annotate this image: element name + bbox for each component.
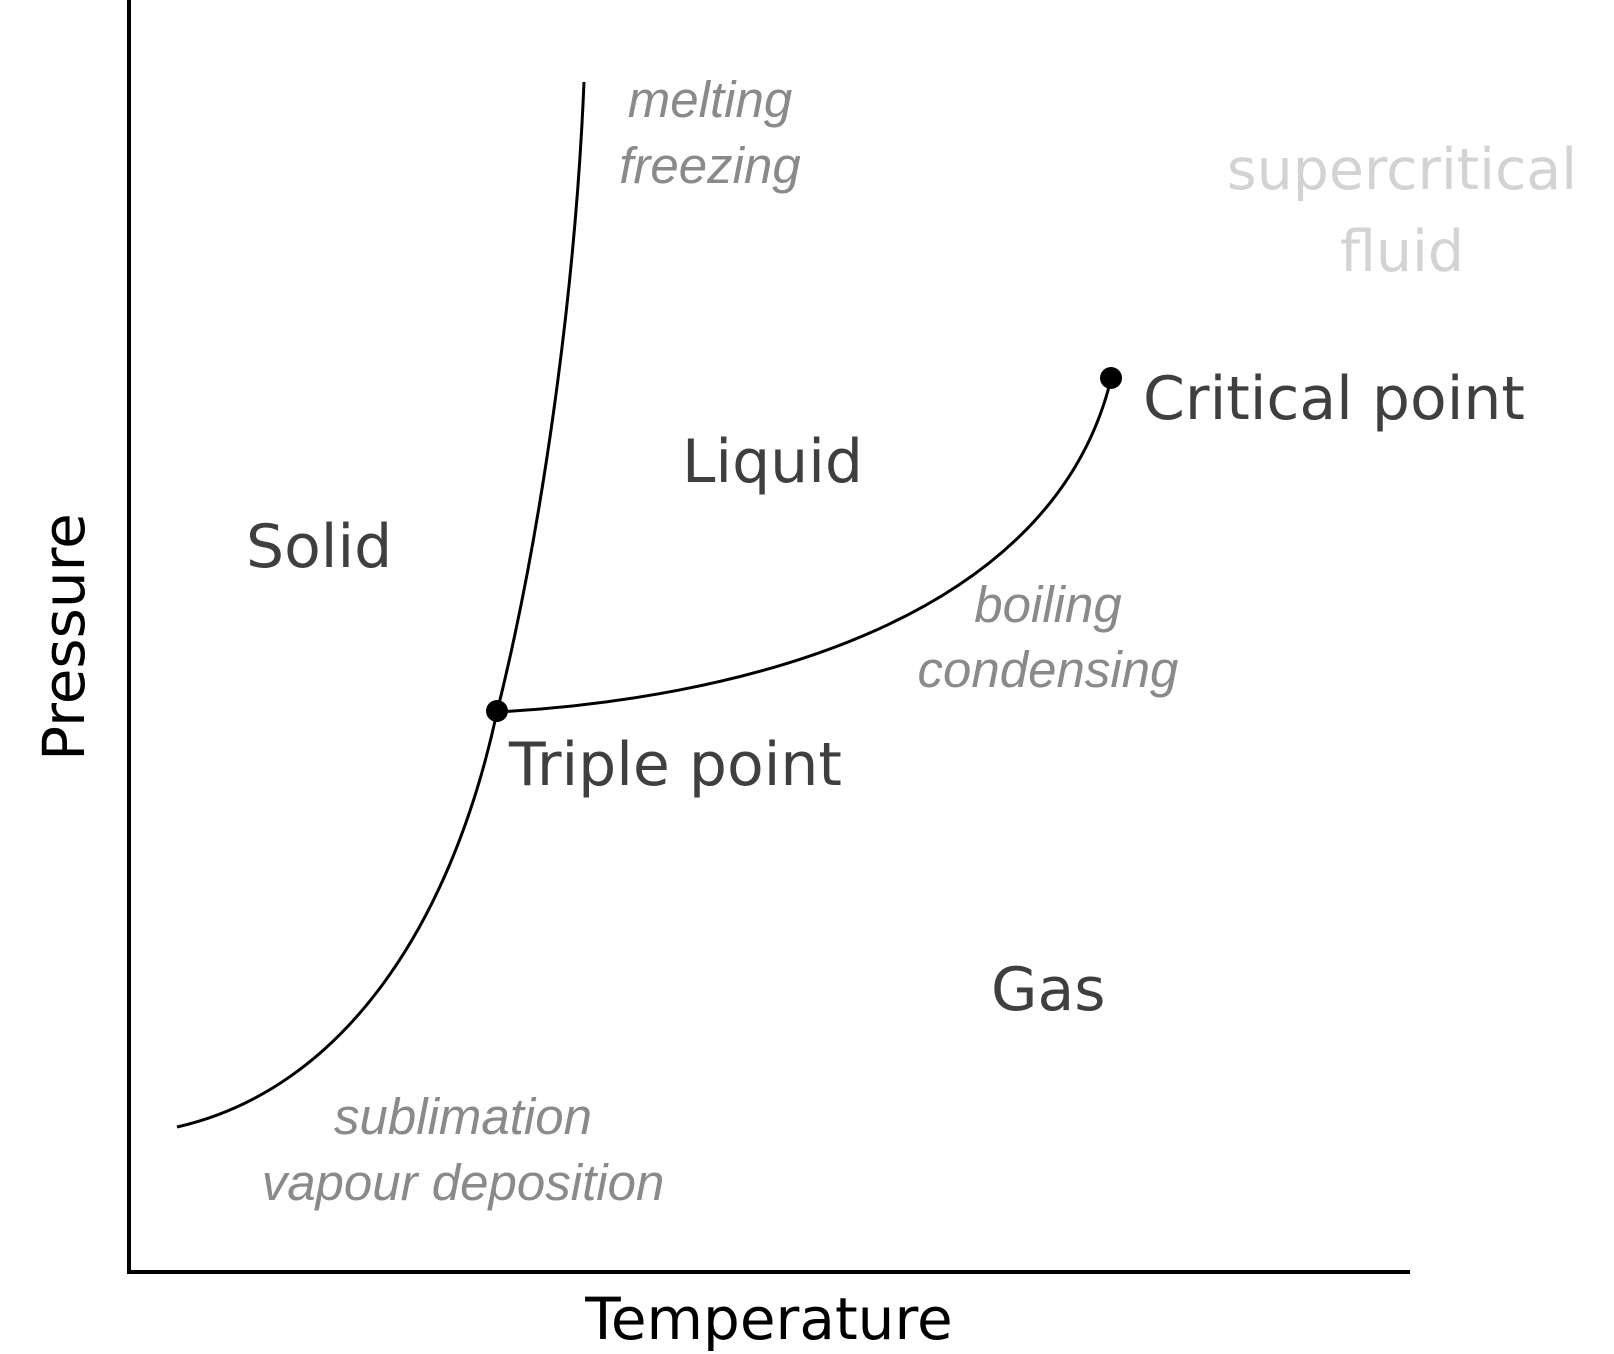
sublimation-label: sublimation xyxy=(334,1088,592,1145)
condensing-label: condensing xyxy=(918,641,1179,698)
boiling-label: boiling xyxy=(974,576,1121,633)
y-axis-title: Pressure xyxy=(30,513,98,761)
supercritical-label-line1: supercritical xyxy=(1227,137,1577,203)
x-axis-title: Temperature xyxy=(584,1285,952,1353)
boiling-curve xyxy=(496,378,1113,714)
liquid-label: Liquid xyxy=(682,427,863,497)
vapour-deposition-label: vapour deposition xyxy=(262,1154,665,1211)
axes-lines xyxy=(127,0,1410,1274)
melting-label: melting xyxy=(628,71,792,128)
critical-point-label: Critical point xyxy=(1143,364,1525,434)
supercritical-label-line2: fluid xyxy=(1340,219,1464,285)
solid-label: Solid xyxy=(246,512,392,582)
sublimation-curve xyxy=(176,711,499,1129)
freezing-label: freezing xyxy=(619,137,800,194)
melting-curve xyxy=(495,81,586,713)
gas-label: Gas xyxy=(991,955,1106,1025)
triple-point-label: Triple point xyxy=(508,730,842,800)
critical-point-marker xyxy=(1100,367,1122,389)
triple-point-marker xyxy=(486,700,508,722)
